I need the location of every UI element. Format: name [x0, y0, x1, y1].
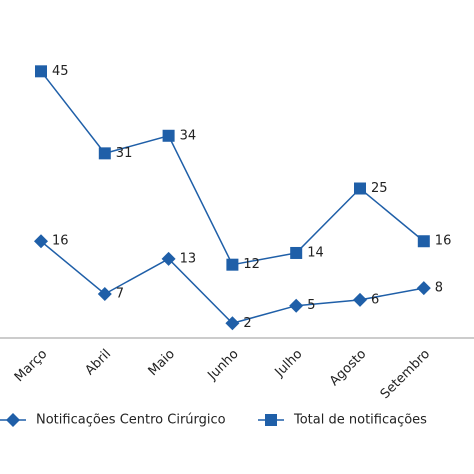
marker	[354, 182, 366, 195]
x-tick-label: Março	[12, 347, 50, 385]
marker	[161, 251, 176, 266]
legend-label: Total de notificações	[293, 413, 427, 428]
series-line	[40, 240, 424, 325]
x-tick-label: Abril	[82, 347, 114, 379]
marker	[97, 286, 112, 301]
marker	[35, 65, 47, 78]
marker	[225, 316, 240, 331]
data-label: 16	[52, 234, 69, 249]
data-label: 25	[371, 181, 388, 196]
data-label: 12	[243, 257, 260, 272]
x-tick-label: Junho	[205, 347, 242, 384]
marker	[162, 129, 175, 142]
marker	[265, 414, 277, 426]
data-label: 13	[180, 251, 197, 266]
marker	[226, 258, 239, 271]
x-tick-label: Agosto	[327, 347, 369, 389]
data-label: 45	[52, 64, 69, 79]
series-line	[40, 70, 425, 266]
data-label: 14	[307, 245, 324, 260]
marker	[417, 235, 430, 248]
marker	[34, 234, 48, 249]
data-label: 34	[180, 128, 197, 143]
legend-label: Notificações Centro Cirúrgico	[36, 413, 226, 428]
data-label: 8	[435, 281, 443, 296]
data-label: 2	[243, 316, 251, 331]
data-label: 5	[307, 298, 315, 313]
marker	[289, 298, 304, 313]
x-tick-label: Julho	[272, 347, 306, 381]
data-label: 6	[371, 292, 379, 307]
marker	[290, 246, 303, 259]
data-label: 16	[435, 234, 452, 249]
data-label: 31	[116, 146, 133, 161]
data-label: 7	[116, 286, 124, 301]
marker	[353, 292, 367, 307]
marker	[98, 147, 111, 160]
x-tick-label: Maio	[146, 347, 178, 379]
marker	[6, 413, 20, 427]
marker	[416, 281, 431, 296]
x-tick-label: Setembro	[378, 347, 433, 402]
